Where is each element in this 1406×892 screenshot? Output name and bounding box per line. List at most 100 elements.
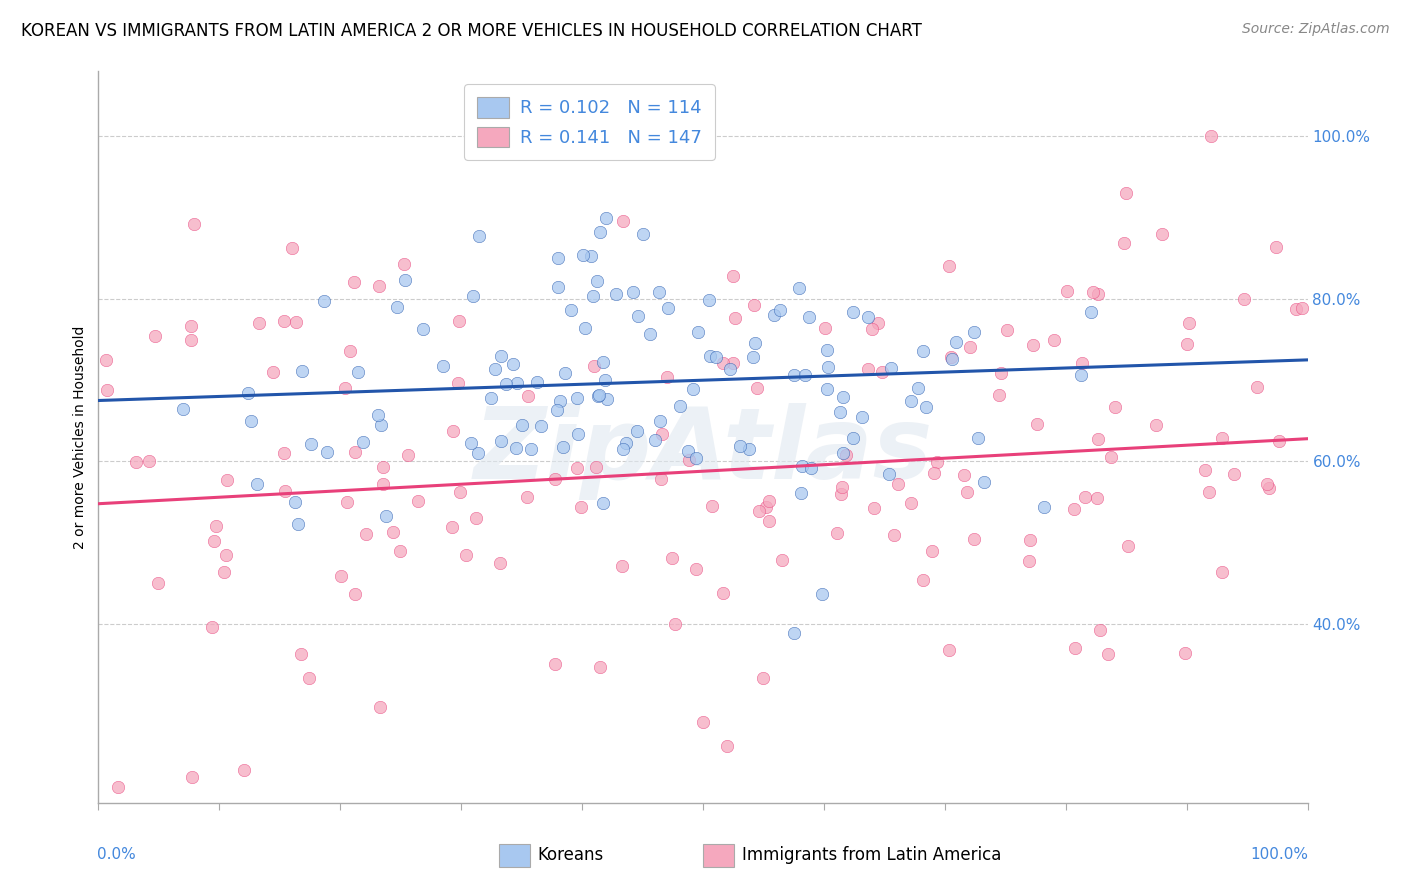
Point (941, 350, 963, 364)
Point (371, 477, 394, 491)
Point (143, 329, 166, 343)
Point (763, 308, 786, 322)
Point (495, 376, 517, 391)
Point (830, 487, 852, 501)
Point (1070, 368, 1092, 382)
Point (589, 225, 612, 239)
Point (488, 557, 510, 571)
Point (1088, 624, 1111, 638)
Point (718, 362, 741, 376)
Point (742, 298, 765, 312)
Point (146, 575, 169, 590)
Point (832, 446, 855, 460)
Point (907, 380, 929, 394)
Point (586, 388, 609, 402)
Point (447, 376, 470, 390)
Point (938, 259, 960, 273)
Point (1087, 432, 1109, 446)
Point (314, 293, 336, 308)
Point (281, 241, 304, 255)
Point (238, 386, 260, 401)
Point (1074, 490, 1097, 504)
Point (1246, 380, 1268, 394)
Point (544, 657, 567, 672)
Point (232, 764, 254, 778)
Point (548, 393, 571, 408)
Point (287, 517, 309, 532)
Point (922, 466, 945, 480)
Point (592, 496, 614, 510)
Point (973, 475, 995, 489)
Point (506, 376, 529, 391)
Point (967, 431, 990, 445)
Point (815, 382, 838, 396)
Point (612, 214, 634, 228)
Point (1064, 640, 1087, 655)
Point (565, 460, 588, 475)
Point (900, 394, 922, 409)
Point (387, 300, 409, 314)
Point (877, 467, 900, 482)
Point (125, 455, 148, 469)
Point (240, 414, 263, 428)
Point (553, 440, 575, 454)
Point (817, 359, 839, 374)
Point (544, 472, 567, 486)
Point (963, 533, 986, 547)
Point (868, 317, 890, 331)
Point (1087, 287, 1109, 301)
Point (1199, 129, 1222, 144)
Point (626, 425, 648, 439)
Point (273, 314, 295, 328)
Point (863, 500, 886, 515)
Point (491, 434, 513, 449)
Point (1268, 434, 1291, 449)
Point (432, 359, 454, 373)
Point (454, 548, 477, 562)
Point (516, 389, 538, 403)
Point (745, 381, 768, 395)
Point (567, 426, 589, 441)
Point (571, 500, 593, 514)
Point (519, 442, 541, 456)
Point (783, 626, 806, 640)
Point (412, 322, 434, 336)
Point (1291, 301, 1313, 316)
Point (706, 350, 728, 364)
Point (814, 320, 837, 334)
Point (204, 518, 226, 533)
Point (460, 435, 482, 450)
Point (581, 289, 603, 303)
Point (368, 699, 391, 714)
Point (648, 414, 671, 428)
Point (1080, 304, 1102, 318)
Point (356, 526, 378, 541)
Point (183, 217, 205, 231)
Point (343, 444, 366, 458)
Point (367, 278, 389, 293)
Point (1256, 477, 1278, 491)
Point (941, 351, 963, 366)
Point (790, 458, 813, 473)
Point (554, 366, 576, 380)
Point (449, 485, 471, 500)
Point (811, 587, 834, 601)
Point (912, 344, 935, 359)
Point (468, 228, 491, 243)
Point (748, 504, 770, 518)
Point (588, 388, 610, 402)
Point (505, 441, 527, 455)
Point (794, 368, 817, 383)
Point (1265, 239, 1288, 253)
Point (657, 301, 679, 315)
Point (990, 366, 1012, 380)
Point (758, 514, 780, 528)
Point (834, 448, 856, 462)
Point (560, 303, 582, 318)
Point (831, 480, 853, 494)
Point (290, 647, 312, 661)
Point (367, 408, 389, 422)
Point (347, 365, 370, 379)
Point (699, 349, 721, 363)
Point (700, 500, 723, 514)
